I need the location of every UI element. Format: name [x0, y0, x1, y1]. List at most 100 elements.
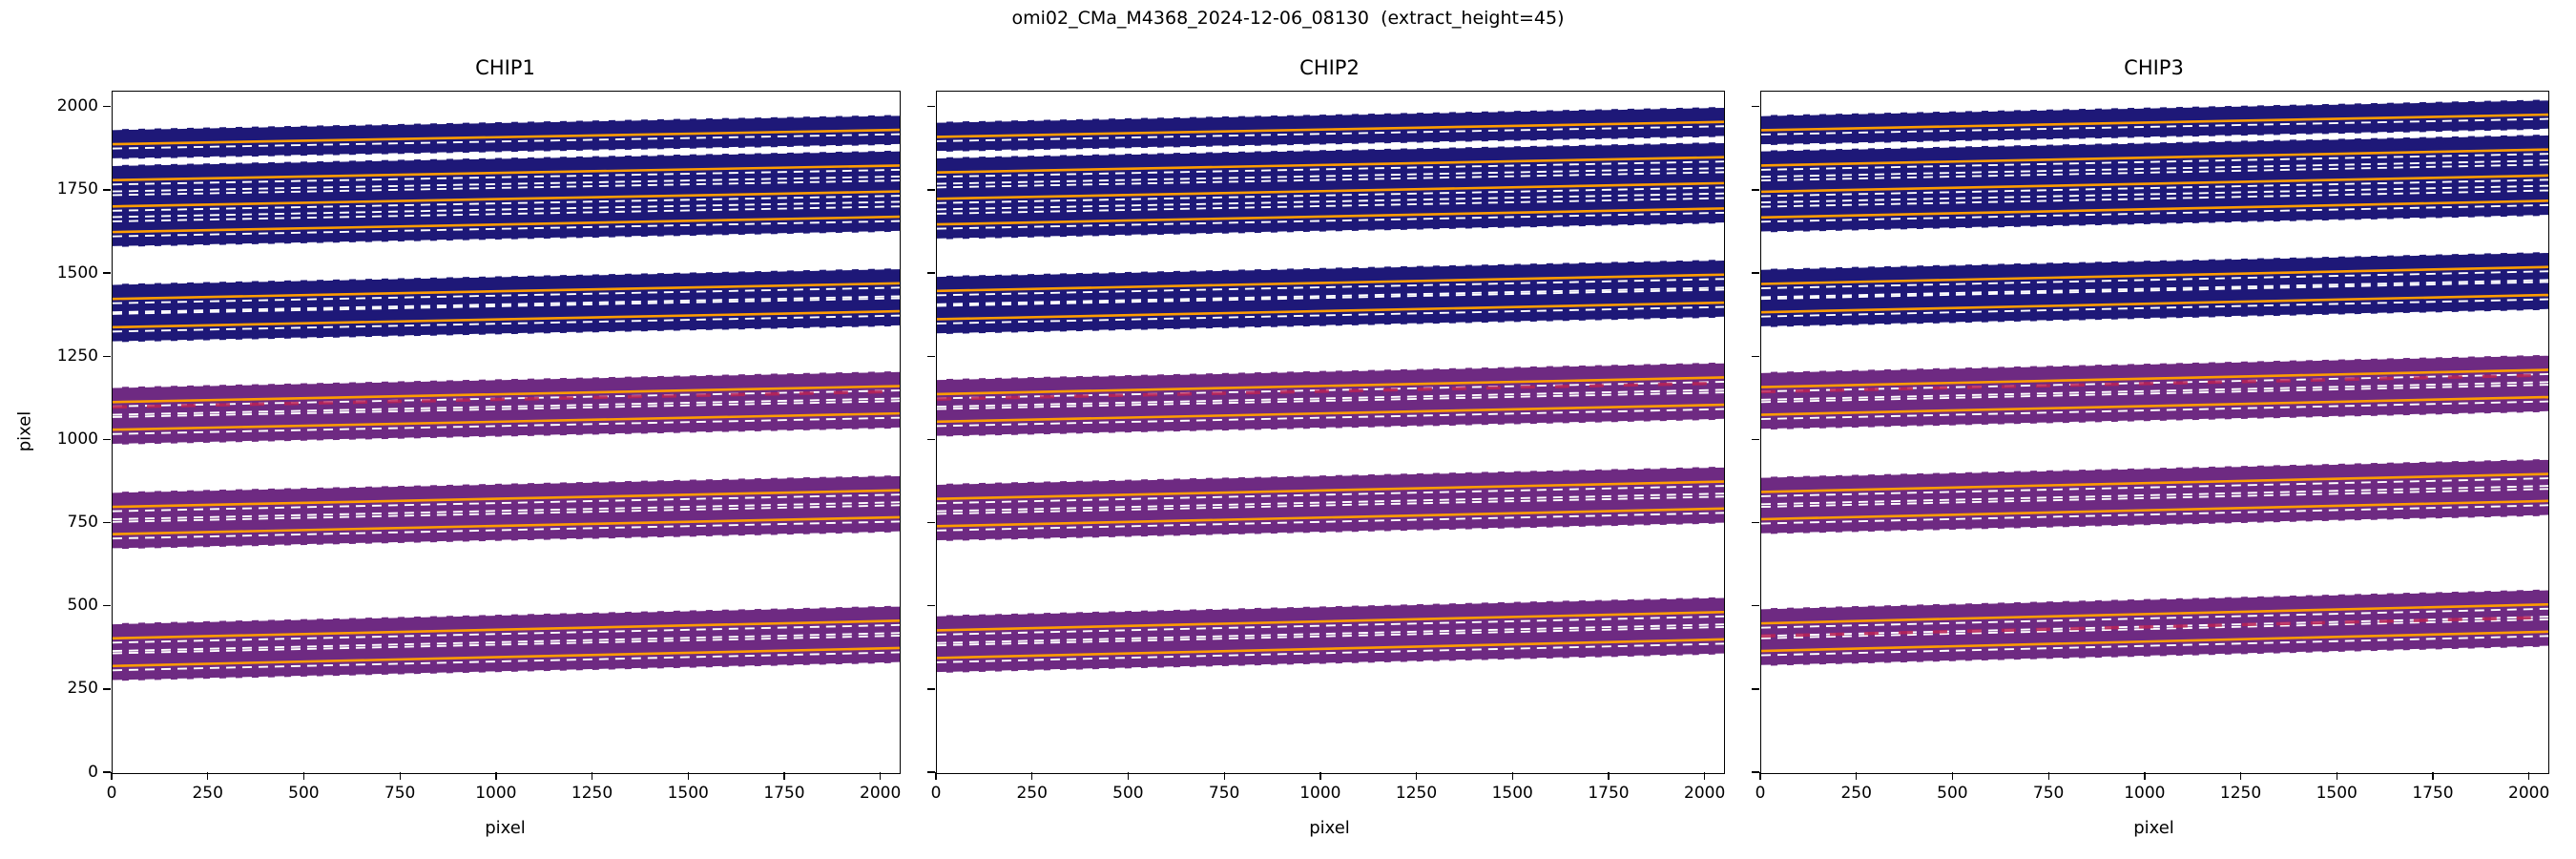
- x-tick-mark: [111, 772, 113, 780]
- extraction-boundary-line: [113, 149, 900, 166]
- y-tick-label: 2000: [56, 96, 98, 116]
- extraction-boundary-line: [937, 316, 1724, 336]
- extraction-boundary-line: [113, 297, 900, 315]
- order-trace-line: [113, 128, 900, 146]
- y-tick-mark: [102, 605, 111, 607]
- x-tick-label: 1750: [1588, 784, 1630, 803]
- order-trace-line: [1761, 148, 2548, 167]
- extraction-boundary-line: [937, 197, 1724, 215]
- order-trace-line: [937, 156, 1724, 175]
- extraction-boundary-line: [937, 615, 1724, 636]
- y-tick-mark: [926, 106, 935, 108]
- order-trace-line: [1761, 395, 2548, 416]
- extraction-boundary-line: [1761, 381, 2548, 401]
- extraction-boundary-line: [1761, 400, 2548, 421]
- extraction-boundary-line: [1761, 279, 2548, 299]
- extraction-boundary-line: [1761, 410, 2548, 431]
- y-tick-label: 0: [88, 762, 98, 782]
- extraction-boundary-line: [1761, 514, 2548, 535]
- order-trace-line: [1761, 265, 2548, 285]
- order-trace-line: [113, 282, 900, 301]
- y-tick-mark: [1751, 605, 1759, 607]
- y-tick-mark: [1751, 438, 1759, 441]
- extraction-boundary-line: [113, 267, 900, 285]
- order-trace-line: [937, 480, 1724, 501]
- order-trace-line: [937, 376, 1724, 396]
- order-trace-line: [113, 646, 900, 668]
- x-tick-mark: [1951, 772, 1954, 780]
- extraction-boundary-line: [113, 195, 900, 212]
- extraction-boundary-line: [1761, 251, 2548, 270]
- order-trace-line: [937, 507, 1724, 528]
- y-tick-label: 500: [67, 596, 98, 616]
- extraction-boundary-line: [937, 492, 1724, 513]
- extraction-boundary-line: [113, 416, 900, 435]
- extraction-boundary-line: [113, 427, 900, 446]
- x-tick-mark: [1223, 772, 1225, 780]
- extraction-boundary-line: [937, 623, 1724, 644]
- x-tick-label: 1000: [2124, 784, 2166, 803]
- order-trace-line: [1761, 368, 2548, 388]
- order-trace-line: [113, 411, 900, 431]
- extraction-boundary-line: [1761, 485, 2548, 506]
- y-tick-mark: [926, 521, 935, 524]
- y-tick-mark: [1751, 355, 1759, 357]
- y-tick-mark: [102, 688, 111, 690]
- order-trace-line: [1761, 602, 2548, 625]
- marker-dashed-line: [113, 389, 900, 409]
- plot-area-chip2: [936, 91, 1725, 774]
- extraction-boundary-line: [937, 485, 1724, 505]
- extraction-boundary-line: [937, 167, 1724, 185]
- x-tick-label: 1500: [2316, 784, 2358, 803]
- order-trace-line: [1761, 113, 2548, 132]
- x-tick-label: 1000: [475, 784, 517, 803]
- y-tick-mark: [1751, 688, 1759, 690]
- extraction-boundary-line: [1761, 635, 2548, 657]
- y-tick-mark: [1751, 272, 1759, 274]
- extraction-boundary-line: [113, 520, 900, 540]
- order-trace-line: [113, 215, 900, 234]
- extraction-boundary-line: [113, 604, 900, 625]
- order-trace-line: [113, 385, 900, 404]
- x-tick-label: 0: [1755, 784, 1766, 803]
- x-tick-mark: [1319, 772, 1321, 780]
- extraction-boundary-line: [1761, 618, 2548, 639]
- extraction-boundary-line: [113, 397, 900, 416]
- extraction-boundary-line: [937, 596, 1724, 617]
- order-trace-line: [937, 403, 1724, 424]
- x-tick-label: 750: [2032, 784, 2065, 803]
- plot-area-chip3: [1760, 91, 2549, 774]
- y-tick-mark: [1751, 189, 1759, 191]
- extraction-boundary-line: [937, 522, 1724, 542]
- order-trace-line: [1761, 293, 2548, 314]
- extraction-boundary-line: [937, 171, 1724, 189]
- extraction-boundary-line: [1761, 588, 2548, 610]
- x-tick-mark: [495, 772, 497, 780]
- x-tick-mark: [2528, 772, 2530, 780]
- extraction-boundary-line: [1761, 645, 2548, 667]
- x-tick-mark: [783, 772, 785, 780]
- extraction-boundary-line: [113, 179, 900, 197]
- x-tick-mark: [935, 772, 937, 780]
- x-tick-mark: [880, 772, 882, 780]
- extraction-boundary-line: [113, 474, 900, 493]
- extraction-boundary-line: [1761, 203, 2548, 223]
- x-tick-label: 250: [192, 784, 223, 803]
- extraction-boundary-line: [1761, 504, 2548, 525]
- extraction-boundary-line: [937, 160, 1724, 178]
- y-tick-mark: [102, 272, 111, 274]
- extraction-boundary-line: [1761, 117, 2548, 136]
- subplot-title-chip3: CHIP3: [2124, 56, 2184, 79]
- y-tick-label: 1750: [56, 179, 98, 199]
- y-tick-mark: [1751, 771, 1759, 773]
- extraction-boundary-line: [113, 175, 900, 193]
- extraction-boundary-line: [1761, 270, 2548, 289]
- extraction-boundary-line: [937, 408, 1724, 428]
- x-tick-label: 1250: [571, 784, 613, 803]
- extraction-boundary-line: [113, 369, 900, 388]
- order-trace-line: [937, 638, 1724, 660]
- order-trace-line: [1761, 199, 2548, 220]
- x-tick-mark: [1759, 772, 1761, 780]
- x-axis-label-chip3: pixel: [2133, 818, 2174, 838]
- extraction-boundary-line: [937, 136, 1724, 154]
